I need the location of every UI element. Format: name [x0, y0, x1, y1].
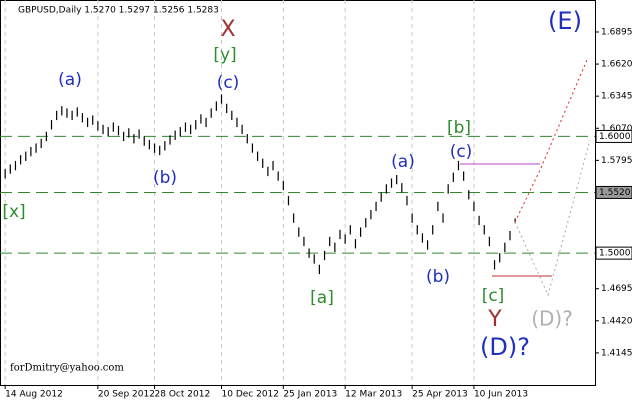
- projections: [460, 59, 591, 297]
- y-tick-label: 1.4145: [601, 348, 632, 358]
- y-tick-label: 1.4695: [601, 284, 632, 294]
- wave-label: (D)?: [480, 333, 530, 361]
- x-tick-label: 12 Mar 2013: [345, 390, 402, 400]
- level-label: 1.5000: [599, 249, 631, 259]
- wave-label: (b): [153, 168, 177, 188]
- wave-label: (c): [450, 142, 473, 162]
- x-tick-label: 20 Sep 2012: [98, 390, 155, 400]
- y-tick-label: 1.6620: [601, 60, 632, 70]
- wave-label: (a): [391, 152, 415, 172]
- wave-label: (a): [58, 70, 82, 90]
- level-box: [595, 129, 632, 143]
- y-tick-label: 1.6070: [601, 124, 632, 134]
- wave-label: (c): [217, 73, 240, 93]
- levels: [0, 135, 595, 254]
- x-tick-label: 25 Apr 2013: [412, 390, 468, 400]
- wave-label: [y]: [213, 45, 236, 65]
- y-tick-label: 1.6895: [601, 27, 632, 37]
- watermark: forDmitry@yahoo.com: [10, 363, 124, 374]
- wave-label: Y: [487, 307, 502, 332]
- wave-label: (b): [426, 267, 450, 287]
- wave-label: X: [220, 17, 235, 42]
- x-tick-label: 14 Aug 2012: [5, 390, 63, 400]
- header: GBPUSD,Daily 1.5270 1.5297 1.5256 1.5283: [18, 6, 219, 16]
- y-tick-label: 1.5795: [601, 156, 632, 166]
- x-tick-label: 28 Oct 2012: [155, 390, 211, 400]
- bars: [4, 94, 516, 275]
- y-tick-label: 1.4420: [601, 316, 632, 326]
- level-box: [595, 185, 632, 199]
- plot-frame: [0, 0, 596, 386]
- wave-label: (D)?: [531, 307, 573, 331]
- wave-label: [c]: [482, 286, 505, 306]
- wave-label: [b]: [447, 118, 471, 138]
- y-tick-label: 1.6345: [601, 92, 632, 102]
- level-label: 1.6000: [599, 132, 631, 142]
- x-tick-label: 10 Jun 2013: [474, 390, 528, 400]
- level-label: 1.5520: [599, 188, 631, 198]
- wave-label: (E): [548, 7, 582, 35]
- x-tick-label: 10 Dec 2012: [222, 390, 279, 400]
- projection-alt: [514, 139, 591, 297]
- level-box: [595, 246, 632, 260]
- x-tick-label: 25 Jan 2013: [283, 390, 337, 400]
- wave-label: [a]: [310, 288, 334, 308]
- wave-label: [x]: [2, 202, 25, 222]
